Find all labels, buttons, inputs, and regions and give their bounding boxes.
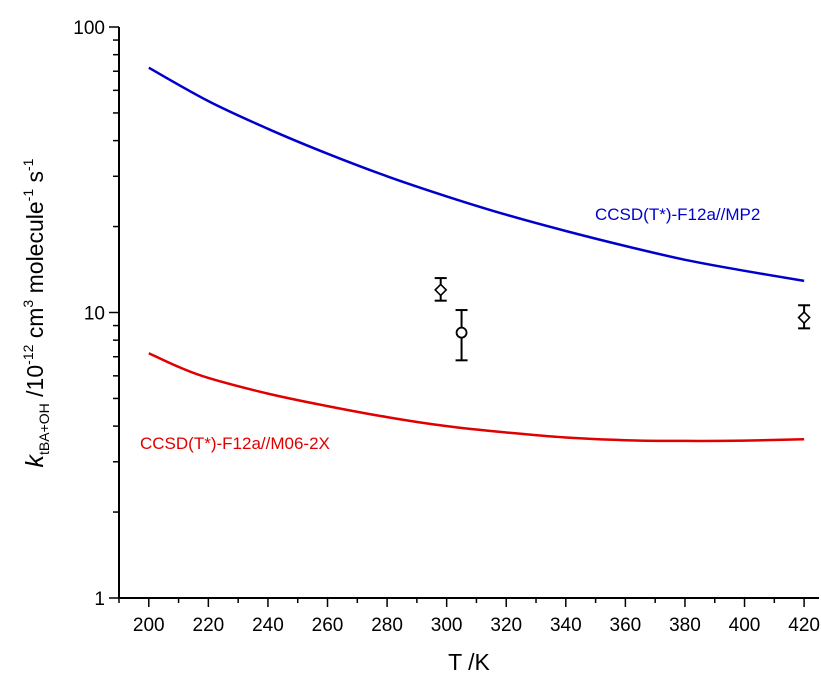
y-axis-exp1: -12 (20, 344, 36, 364)
y-tick-label: 1 (94, 589, 105, 610)
x-tick-label: 220 (193, 615, 225, 636)
x-tick-label: 380 (669, 615, 701, 636)
y-axis-exp3: -1 (20, 189, 36, 202)
data-point-diamond (797, 310, 811, 325)
x-tick-label: 320 (490, 615, 522, 636)
data-point-circle (455, 326, 468, 339)
series-label-m06: CCSD(T*)-F12a//M06-2X (140, 434, 330, 453)
y-tick-label: 100 (73, 18, 105, 39)
y-tick-label: 10 (84, 304, 105, 325)
y-axis-unit-c: molecule (22, 201, 48, 299)
y-axis-unit-d: s (22, 171, 48, 189)
x-tick-label: 420 (788, 615, 820, 636)
series-label-mp2: CCSD(T*)-F12a//MP2 (595, 205, 760, 224)
x-tick-label: 340 (550, 615, 582, 636)
y-axis-k: k (21, 453, 49, 467)
y-axis-unit-a: /10 (22, 365, 48, 403)
y-axis-k-subscript: tBA+OH (36, 403, 52, 455)
x-tick-label: 200 (133, 615, 165, 636)
x-tick-label: 400 (729, 615, 761, 636)
axes: 200 220 240 260 280 300 320 340 360 380 400 420 1 10 1… (73, 18, 820, 636)
y-axis-title: ktBA+OH /10-12 cm3 molecule-1 s-1 (20, 158, 52, 467)
series-line-1 (148, 352, 805, 443)
x-tick-label: 360 (610, 615, 642, 636)
y-axis-unit-b: cm (22, 308, 48, 345)
y-axis-exp2: 3 (20, 300, 36, 308)
x-axis-title: T /K (448, 649, 490, 675)
y-axis-exp4: -1 (20, 158, 36, 171)
x-tick-label: 280 (371, 615, 403, 636)
x-tick-label: 240 (252, 615, 284, 636)
x-tick-label: 260 (312, 615, 344, 636)
x-tick-label: 300 (431, 615, 463, 636)
data-point-diamond (434, 283, 448, 297)
plot-area (148, 66, 811, 443)
series-line-0 (148, 66, 805, 283)
